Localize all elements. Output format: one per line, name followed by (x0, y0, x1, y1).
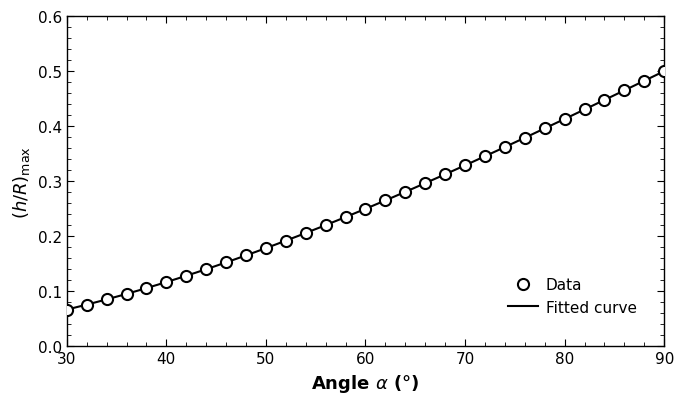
Y-axis label: $(h/R)_{\mathrm{max}}$: $(h/R)_{\mathrm{max}}$ (11, 145, 32, 218)
X-axis label: Angle $\alpha$ (°): Angle $\alpha$ (°) (311, 372, 420, 394)
Legend: Data, Fitted curve: Data, Fitted curve (500, 270, 645, 322)
